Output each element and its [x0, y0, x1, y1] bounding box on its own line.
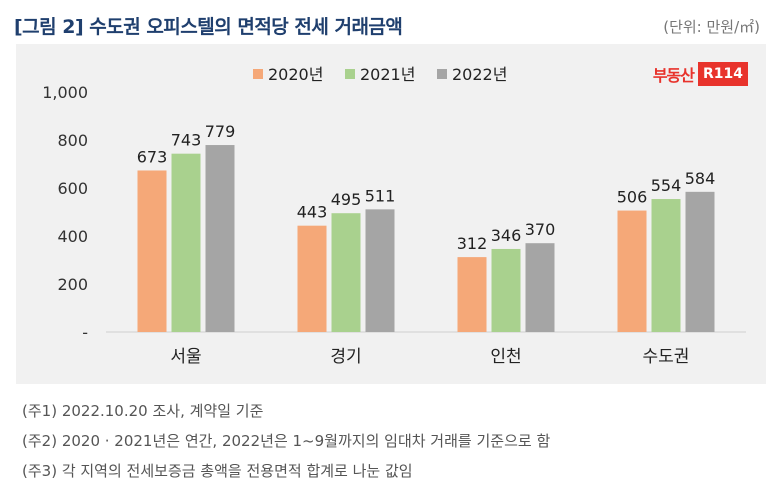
bar [457, 257, 487, 332]
logo: 부동산 R114 [653, 62, 748, 86]
y-tick-label: 800 [57, 131, 88, 150]
legend-label: 2022년 [452, 65, 507, 84]
logo-badge: R114 [697, 62, 748, 86]
data-label: 743 [171, 131, 202, 150]
x-tick-label: 수도권 [643, 347, 690, 367]
bar [137, 170, 167, 332]
bar [651, 199, 681, 332]
data-label: 346 [491, 226, 522, 245]
bar [331, 213, 361, 332]
data-label: 370 [525, 220, 556, 239]
footnotes: (주1) 2022.10.20 조사, 계약일 기준 (주2) 2020 · 2… [22, 396, 550, 486]
y-tick-label: - [82, 323, 88, 342]
legend-swatch [437, 69, 447, 79]
data-label: 554 [651, 176, 682, 195]
footnote-1: (주1) 2022.10.20 조사, 계약일 기준 [22, 402, 264, 420]
legend-swatch [253, 69, 263, 79]
x-tick-label: 경기 [330, 347, 361, 367]
legend-label: 2021년 [360, 65, 415, 84]
y-tick-label: 600 [57, 179, 88, 198]
logo-text: 부동산 [652, 66, 695, 85]
bar [365, 209, 395, 332]
bar [297, 225, 327, 332]
x-tick-label: 서울 [170, 347, 201, 367]
data-label: 779 [205, 122, 236, 141]
data-label: 495 [331, 190, 362, 209]
legend-label: 2020년 [268, 65, 323, 84]
bar [491, 248, 521, 332]
y-tick-label: 1,000 [42, 83, 88, 102]
y-tick-label: 400 [57, 227, 88, 246]
footnote-3: (주3) 각 지역의 전세보증금 총액을 전용면적 합계로 나눈 값임 [22, 462, 413, 480]
bar [617, 210, 647, 332]
data-label: 506 [617, 188, 648, 207]
data-label: 443 [297, 203, 328, 222]
data-label: 511 [365, 186, 396, 205]
bar [171, 153, 201, 332]
data-label: 312 [457, 234, 488, 253]
unit-label: (단위: 만원/㎡) [663, 18, 760, 36]
bar [205, 145, 235, 332]
data-label: 584 [685, 169, 716, 188]
chart-panel: - 200 400 600 800 1,000 673 743 779 서울 443 495 511 경기… [16, 44, 766, 384]
bar [525, 243, 555, 332]
legend-swatch [345, 69, 355, 79]
y-tick-label: 200 [57, 275, 88, 294]
figure-title: [그림 2] 수도권 오피스텔의 면적당 전세 거래금액 [14, 16, 403, 38]
x-tick-label: 인천 [490, 347, 521, 367]
bar [685, 191, 715, 332]
footnote-2: (주2) 2020 · 2021년은 연간, 2022년은 1~9월까지의 임대… [22, 432, 551, 450]
data-label: 673 [137, 147, 168, 166]
